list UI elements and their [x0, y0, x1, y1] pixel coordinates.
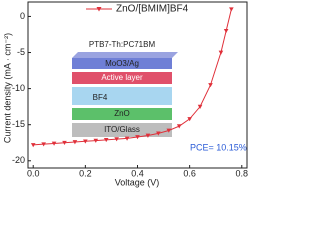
y-tick-label: 0: [20, 11, 25, 21]
layer-label: MoO3/Ag: [105, 59, 139, 68]
layer-label: ITO/Glass: [104, 125, 140, 134]
layer-top: [72, 52, 178, 58]
data-point: [218, 50, 224, 55]
layer-zno: [72, 108, 172, 120]
legend-label: ZnO/[BMIM]BF4: [116, 4, 189, 15]
data-point: [187, 117, 192, 122]
layer-active: [72, 72, 172, 84]
data-point: [145, 133, 151, 138]
device-diagram: PTB7-Th:PC71BM MoO3/Ag Active layer BF4 …: [72, 40, 178, 137]
data-point: [223, 29, 229, 34]
data-point: [83, 139, 88, 144]
data-point: [72, 140, 78, 145]
y-tick-label: -5: [17, 47, 25, 57]
data-point: [166, 128, 172, 133]
data-point: [103, 138, 109, 143]
data-point: [208, 83, 213, 88]
data-point: [229, 7, 234, 12]
x-tick-label: 0.2: [79, 168, 92, 178]
data-point: [176, 124, 182, 129]
inset-title: PTB7-Th:PC71BM: [89, 40, 156, 49]
data-point: [51, 141, 57, 146]
legend-marker: [96, 7, 102, 12]
layer-ionic: [72, 87, 172, 105]
layer-ito: [72, 123, 172, 137]
y-tick-label: -20: [12, 155, 25, 165]
layer-label: Active layer: [101, 73, 143, 82]
x-tick-label: 0.8: [236, 168, 249, 178]
layer-label: BF4: [93, 93, 108, 102]
x-axis-label: Voltage (V): [115, 177, 160, 187]
x-tick-label: 0.0: [27, 168, 40, 178]
y-axis-label: Current density (mA · cm⁻²): [2, 33, 12, 143]
x-tick-label: 0.6: [183, 168, 196, 178]
data-point: [41, 142, 46, 147]
y-tick-label: -15: [12, 119, 25, 129]
annotation: PCE= 10.15%: [190, 142, 247, 152]
chart: PTB7-Th:PC71BM MoO3/Ag Active layer BF4 …: [2, 1, 249, 187]
y-tick-label: -10: [12, 83, 25, 93]
data-point: [124, 136, 130, 141]
layer-label: ZnO: [114, 109, 130, 118]
x-tick-label: 0.4: [131, 168, 144, 178]
data-point: [135, 135, 140, 140]
data-point: [114, 137, 119, 142]
data-point: [156, 131, 161, 136]
data-point: [30, 143, 36, 148]
layer-moo3: [72, 58, 172, 69]
data-point: [93, 138, 99, 143]
data-point: [62, 140, 67, 146]
data-point: [197, 104, 203, 109]
